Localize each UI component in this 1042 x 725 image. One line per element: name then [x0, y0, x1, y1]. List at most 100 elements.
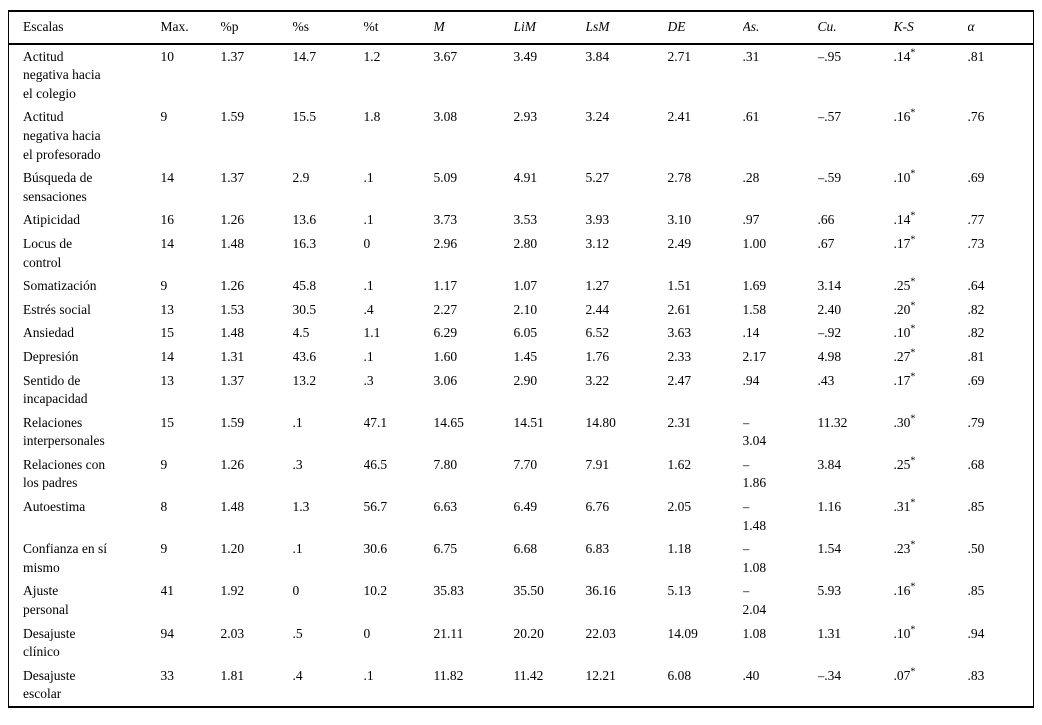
ks-value-cell: .16* [894, 105, 968, 166]
lsm-value-cell: 22.03 [585, 625, 616, 641]
m-value-cell: 3.08 [433, 109, 458, 125]
table-row: Sentido de incapacidad 13 1.37 13.2 .3 3.06 2.… [9, 369, 1034, 411]
de-value-cell: 1.51 [667, 278, 692, 294]
pp-value-cell: 1.26 [220, 278, 245, 294]
as-value-cell: 1.08 [742, 625, 767, 641]
lsm-value-cell: 6.76 [585, 499, 610, 515]
scale-name-cell: Confianza en sí mismo [23, 541, 107, 575]
column-header-cu: Cu. [817, 11, 894, 45]
pp-value-cell: 1.48 [220, 499, 245, 515]
pp-value-cell: 1.37 [220, 372, 245, 388]
cu-value-cell: .43 [817, 372, 835, 388]
max-value-cell: 14 [160, 235, 175, 251]
column-header-lim: LiM [513, 11, 586, 45]
ps-value-cell: .1 [292, 414, 303, 430]
lim-value-cell: 6.05 [513, 325, 538, 341]
lsm-value-cell: 14.80 [585, 414, 616, 430]
lim-value-cell: 1.07 [513, 278, 538, 294]
max-value-cell: 9 [160, 109, 168, 125]
ks-value: .17 [893, 372, 911, 388]
lim-value-cell: 2.93 [513, 109, 538, 125]
pt-value-cell: .1 [363, 348, 374, 364]
m-value-cell: 35.83 [433, 583, 464, 599]
m-value-cell: 6.75 [433, 541, 458, 557]
scale-name-cell: Locus de control [23, 235, 73, 270]
de-value-cell: 14.09 [667, 625, 698, 641]
as-value-cell: – 1.48 [742, 499, 767, 533]
ps-value-cell: .1 [292, 541, 303, 557]
significance-asterisk: * [910, 413, 916, 425]
de-value-cell: 2.33 [667, 348, 692, 364]
scale-name-cell: Desajuste clínico [23, 625, 76, 660]
lim-value-cell: 20.20 [513, 625, 544, 641]
lim-value-cell: 35.50 [513, 583, 544, 599]
ps-value-cell: 1.3 [292, 499, 310, 515]
significance-asterisk: * [910, 455, 916, 467]
table-row: Confianza en sí mismo 9 1.20 .1 30.6 6.75 6.68… [9, 537, 1034, 579]
as-value-cell: .14 [742, 325, 760, 341]
pp-value-cell: 1.81 [220, 667, 245, 683]
table-row: Locus de control 14 1.48 16.3 0 2.96 2.80 3.12 2… [9, 232, 1034, 274]
significance-asterisk: * [910, 323, 916, 335]
max-value-cell: 15 [160, 414, 175, 430]
lim-value-cell: 3.49 [513, 48, 538, 64]
lsm-value-cell: 7.91 [585, 456, 610, 472]
header-row: Escalas Max. %p %s %t M LiM LsM DE As. Cu. K-S α [8, 11, 1034, 45]
alpha-value-cell: .50 [967, 541, 985, 557]
significance-asterisk: * [910, 666, 916, 678]
max-value-cell: 9 [160, 541, 168, 557]
column-header-lsm: LsM [585, 11, 668, 45]
de-value-cell: 2.78 [667, 170, 692, 186]
column-header-name: Escalas [8, 11, 161, 45]
scale-name-cell: Relaciones interpersonales [23, 414, 105, 449]
ps-value-cell: 14.7 [292, 48, 317, 64]
scale-name-cell: Depresión [23, 348, 79, 364]
max-value-cell: 9 [160, 456, 168, 472]
as-value-cell: .97 [742, 212, 760, 228]
cu-value-cell: .66 [817, 212, 835, 228]
ks-value-cell: .16* [894, 579, 968, 621]
as-value-cell: 2.17 [742, 348, 767, 364]
ks-value-cell: .17* [894, 369, 968, 411]
cu-value-cell: –.34 [817, 667, 842, 683]
significance-asterisk: * [910, 168, 916, 180]
cu-value-cell: –.57 [817, 109, 842, 125]
ks-value: .16 [893, 583, 911, 599]
lsm-value-cell: 3.84 [585, 48, 610, 64]
pt-value-cell: .3 [363, 372, 374, 388]
as-value-cell: – 2.04 [742, 583, 767, 618]
ks-value: .25 [893, 278, 911, 294]
cu-value-cell: 1.16 [817, 499, 842, 515]
pp-value-cell: 1.59 [220, 414, 245, 430]
max-value-cell: 13 [160, 372, 175, 388]
significance-asterisk: * [910, 47, 916, 59]
max-value-cell: 14 [160, 348, 175, 364]
max-value-cell: 33 [160, 667, 175, 683]
table-row: Actitud negativa hacia el profesorado 9 1.… [9, 105, 1034, 166]
descriptive-statistics-table: Escalas Max. %p %s %t M LiM LsM DE As. Cu. K-S α Act… [8, 10, 1034, 708]
table-row: Actitud negativa hacia el colegio 10 1.37 1… [9, 44, 1034, 106]
column-header-pp: %p [220, 11, 293, 45]
cu-value-cell: –.59 [817, 170, 842, 186]
lim-value-cell: 14.51 [513, 414, 544, 430]
pp-value-cell: 1.37 [220, 48, 245, 64]
alpha-value-cell: .85 [967, 499, 985, 515]
significance-asterisk: * [910, 371, 916, 382]
ks-value-cell: .17* [894, 232, 968, 274]
alpha-value-cell: .82 [967, 325, 985, 341]
ps-value-cell: 43.6 [292, 348, 317, 364]
m-value-cell: 1.17 [433, 278, 458, 294]
table-row: Desajuste escolar 33 1.81 .4 .1 11.82 11.42 12.… [9, 664, 1034, 707]
lsm-value-cell: 6.83 [585, 541, 610, 557]
lsm-value-cell: 6.52 [585, 325, 610, 341]
cu-value-cell: –.95 [817, 48, 842, 64]
pt-value-cell: 1.1 [363, 325, 381, 341]
ks-value-cell: .10* [894, 166, 968, 208]
ks-value: .20 [893, 301, 911, 317]
table-row: Ajuste personal 41 1.92 0 10.2 35.83 35.50 36.1… [9, 579, 1034, 621]
alpha-value-cell: .81 [967, 348, 985, 364]
m-value-cell: 1.60 [433, 348, 458, 364]
ps-value-cell: 13.6 [292, 212, 317, 228]
m-value-cell: 6.63 [433, 499, 458, 515]
ks-value: .16 [893, 109, 911, 125]
